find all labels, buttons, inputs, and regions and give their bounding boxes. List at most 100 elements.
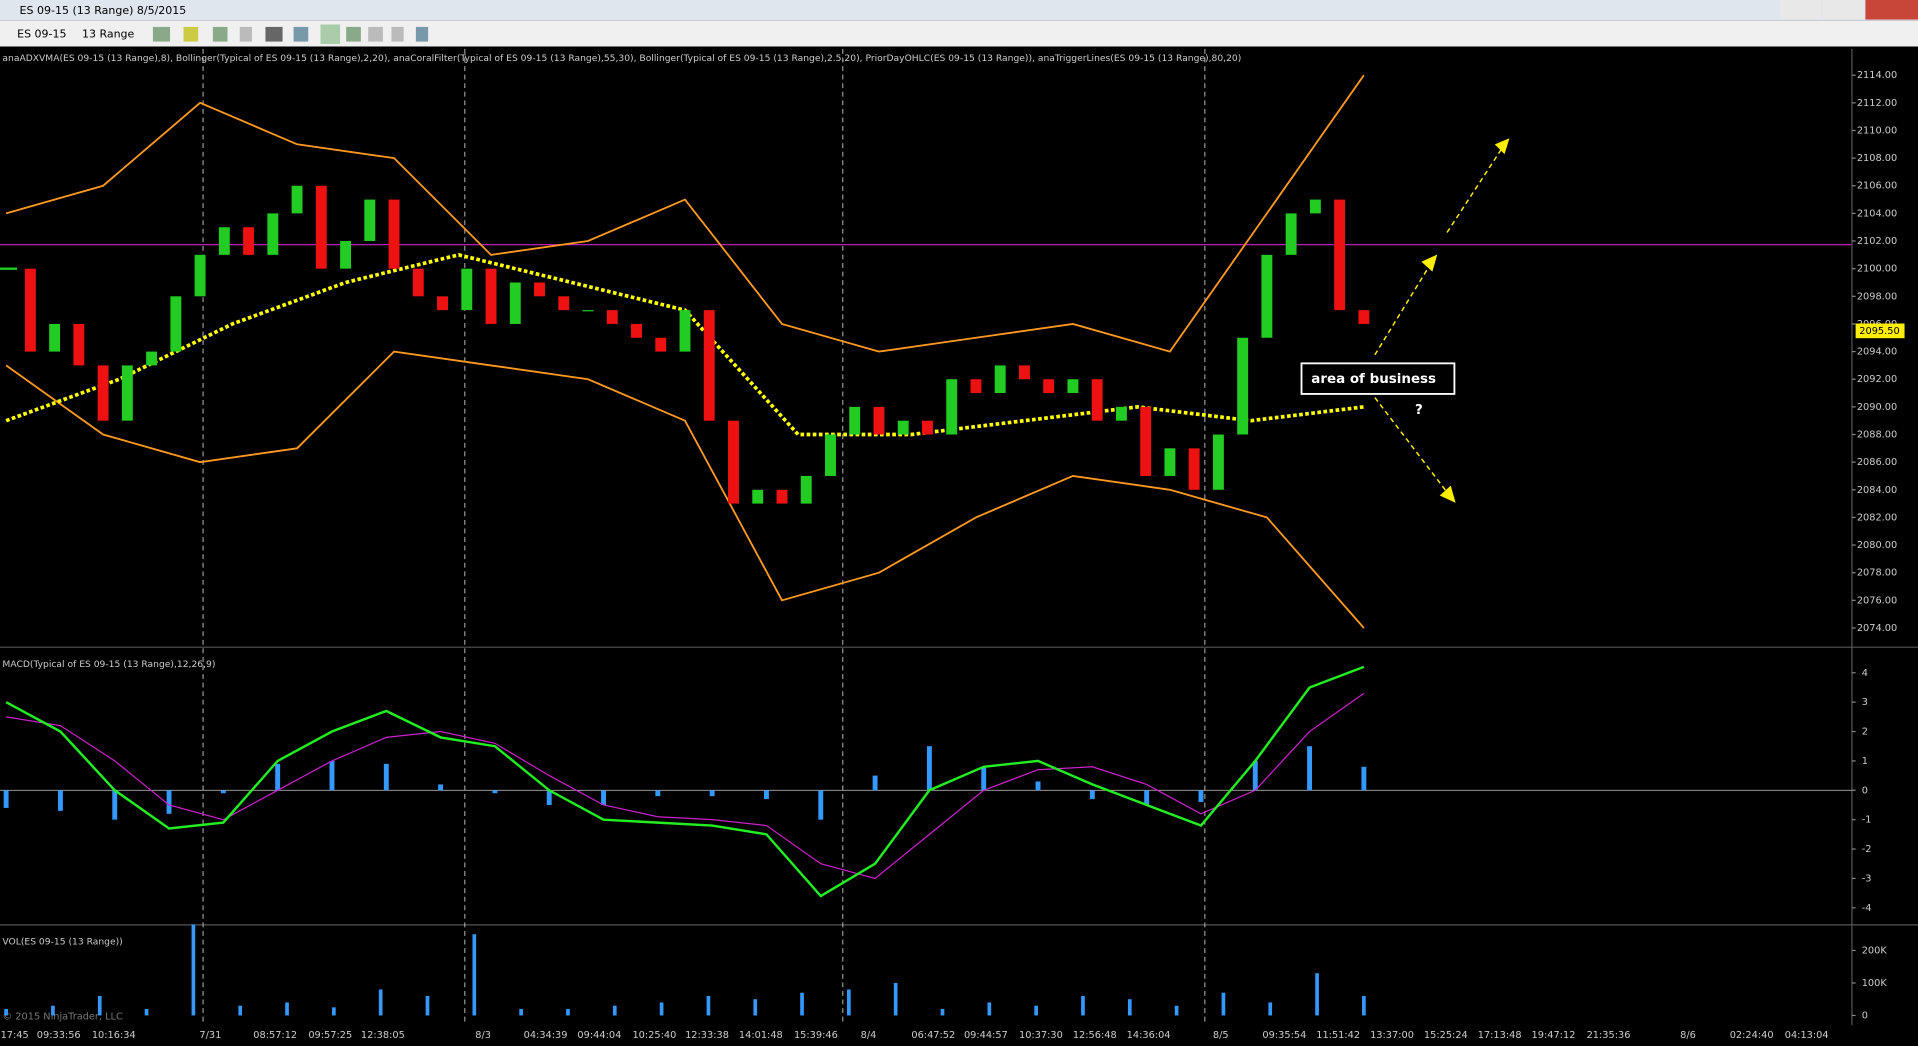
histogram-bar <box>438 784 444 791</box>
x-tick-label: 12:33:38 <box>685 1030 729 1041</box>
x-tick-label: 8/5 <box>1213 1030 1229 1041</box>
x-tick-label: 8/6 <box>1680 1030 1696 1041</box>
candle <box>582 310 594 312</box>
tool-icon[interactable] <box>391 26 404 42</box>
close[interactable] <box>1865 0 1918 20</box>
candle <box>1261 254 1273 338</box>
histogram-bar <box>275 763 281 791</box>
arrow <box>1374 262 1432 356</box>
annotation-box <box>1300 362 1456 395</box>
tool-icon[interactable] <box>152 26 171 42</box>
tool-icon[interactable] <box>368 26 383 42</box>
arrow <box>1446 143 1506 233</box>
x-tick-label: 09:33:56 <box>37 1030 81 1041</box>
tool-icon[interactable] <box>293 26 309 42</box>
x-tick-label: 8/4 <box>861 1030 877 1041</box>
candle <box>1043 379 1055 394</box>
tool-icon[interactable] <box>212 26 228 42</box>
candle <box>121 365 133 421</box>
y-tick-label: 2090.00 <box>1857 402 1897 413</box>
histogram-bar <box>383 763 389 791</box>
tool-icon[interactable] <box>183 26 199 42</box>
volume-bar <box>753 999 758 1016</box>
histogram-bar <box>1035 781 1041 791</box>
volume-bar <box>1174 1005 1179 1016</box>
y-tick-label: 2092.00 <box>1857 374 1897 385</box>
volume-bar <box>893 982 898 1016</box>
y-tick-label: 100K <box>1862 978 1888 989</box>
candle <box>703 310 715 421</box>
histogram-bar <box>1307 746 1313 791</box>
candle <box>679 310 691 352</box>
tool-icon[interactable] <box>415 26 429 42</box>
x-tick-label: 08:57:12 <box>253 1030 297 1041</box>
volume-bar <box>847 989 851 1016</box>
candle <box>315 185 327 269</box>
volume-bar <box>659 1002 664 1016</box>
y-tick-label: 200K <box>1862 945 1888 956</box>
tool-icon[interactable] <box>265 26 283 42</box>
toolbar <box>0 20 1918 47</box>
x-tick-label: 10:37:30 <box>1019 1030 1063 1041</box>
candle <box>1067 379 1079 394</box>
volume-bar <box>1221 992 1226 1016</box>
candle <box>461 268 473 311</box>
x-tick-label: 7/31 <box>199 1030 221 1041</box>
candle <box>1018 365 1030 380</box>
instrument-selector[interactable]: ES 09-15 <box>17 27 66 40</box>
y-tick-label: 2108.00 <box>1857 153 1897 164</box>
histogram-bar <box>981 766 987 791</box>
histogram-bar <box>872 775 878 791</box>
candle <box>509 282 521 324</box>
x-tick-label: 15:25:24 <box>1424 1030 1468 1041</box>
candle <box>170 296 182 352</box>
candle <box>1188 448 1200 490</box>
x-tick-label: 09:44:57 <box>964 1030 1008 1041</box>
tool-icon[interactable] <box>320 24 341 45</box>
y-tick-label: 2086.00 <box>1857 457 1897 468</box>
candle <box>558 296 570 311</box>
minimize[interactable] <box>1779 0 1822 20</box>
title-bar <box>0 0 1918 21</box>
histogram-bar <box>1252 760 1258 791</box>
arrowhead <box>1421 254 1438 272</box>
tool-icon[interactable] <box>346 26 361 42</box>
volume-bar <box>51 1005 55 1016</box>
candle <box>606 310 618 324</box>
plot: 2074.00 2076.00 2078.00 2080.00 2082.00 2084.… <box>0 53 1905 1041</box>
period-selector[interactable]: 13 Range <box>82 27 135 40</box>
y-tick-label: -2 <box>1862 844 1872 855</box>
arrowhead <box>1439 485 1456 503</box>
tool-icon[interactable] <box>239 26 252 42</box>
y-tick-label: 2082.00 <box>1857 512 1897 523</box>
volume-bar <box>940 1008 945 1016</box>
histogram-bar <box>57 790 63 811</box>
y-tick-label: 2102.00 <box>1857 236 1897 247</box>
x-tick-label: 8/3 <box>475 1030 491 1041</box>
candle <box>1309 199 1321 214</box>
panel-separators <box>0 48 1918 1026</box>
volume-bar <box>800 992 804 1016</box>
candle <box>534 282 545 297</box>
y-tick-label: 3 <box>1862 697 1868 708</box>
y-tick-label: -1 <box>1862 815 1872 826</box>
x-tick-label: 12:38:05 <box>361 1030 405 1041</box>
restore[interactable] <box>1822 0 1865 20</box>
x-tick-label: 06:47:52 <box>911 1030 955 1041</box>
y-tick-label: 2 <box>1862 727 1868 738</box>
candle <box>24 268 36 352</box>
arrow <box>1374 397 1451 496</box>
volume-bar <box>238 1005 243 1016</box>
candle <box>1091 379 1103 421</box>
x-tick-label: 19:47:12 <box>1532 1030 1576 1041</box>
histogram-bar <box>329 760 335 791</box>
last-price-label: 2095.50 <box>1859 326 1899 337</box>
candle <box>1334 199 1346 311</box>
volume-bar <box>472 934 477 1016</box>
x-tick-label: 15:39:46 <box>794 1030 838 1041</box>
y-tick-label: -3 <box>1862 873 1872 884</box>
volume-bar <box>97 995 102 1016</box>
y-tick-label: 2106.00 <box>1857 181 1897 192</box>
